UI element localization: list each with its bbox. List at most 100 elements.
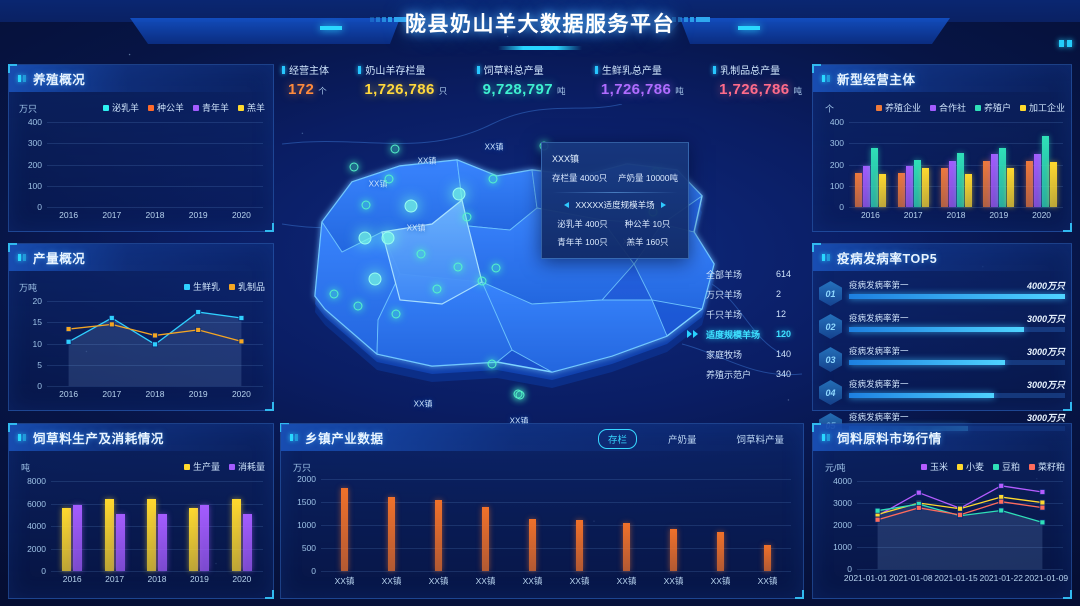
bar (73, 504, 83, 571)
map-marker[interactable] (515, 390, 525, 400)
bar (764, 544, 771, 571)
legend-label: 种公羊 (156, 103, 184, 113)
disease-rank-row[interactable]: 02 疫病发病率第一 3000万只 (813, 310, 1071, 341)
map-marker[interactable] (358, 231, 372, 245)
legend-item[interactable]: 种公羊 (147, 101, 184, 114)
grid-line: 300 (830, 138, 1063, 148)
metric-tab[interactable]: 产奶量 (667, 435, 697, 446)
chart-legend[interactable]: 养殖企业 合作社 养殖户 加工企业 (875, 101, 1065, 114)
map-marker[interactable] (384, 174, 394, 184)
map-marker[interactable] (353, 301, 363, 311)
tooltip-farm-selector[interactable]: XXXXX适度规模羊场 (552, 199, 678, 211)
legend-item[interactable]: 豆粕 (992, 460, 1020, 473)
chart-legend[interactable]: 生产量 消耗量 (183, 460, 265, 473)
kpi-value-row: 1,726,786 只 (358, 81, 447, 98)
chart-legend[interactable]: 泌乳羊 种公羊 青年羊 羔羊 (102, 101, 265, 114)
metric-tab[interactable]: 饲草料产量 (736, 435, 784, 446)
chart-legend[interactable]: 生鲜乳 乳制品 (183, 280, 265, 293)
legend-item[interactable]: 生鲜乳 (183, 280, 220, 293)
map-marker[interactable] (416, 249, 426, 259)
legend-color-swatch (183, 283, 190, 290)
panel-header: 疫病发病率TOP5 (813, 244, 1071, 271)
tooltip-breakdown: 泌乳羊 400只 种公羊 10只 青年羊 100只 羔羊 160只 (552, 218, 678, 248)
y-axis-tick: 500 (301, 543, 316, 553)
legend-item[interactable]: 消耗量 (228, 460, 265, 473)
x-axis-tick: XX镇 (616, 576, 637, 586)
x-axis-tick: 2021-01-09 (1024, 573, 1069, 583)
map-marker[interactable] (462, 212, 472, 222)
map-legend[interactable]: 全部羊场 614 万只羊场 2 千只羊场 12 适度规模羊场 120 家庭牧场 140 养殖示范户 3… (682, 264, 802, 384)
legend-item[interactable]: 羔羊 (237, 101, 265, 114)
legend-item[interactable]: 生产量 (183, 460, 220, 473)
legend-label: 羔羊 (246, 103, 265, 113)
y-axis-tick: 200 (27, 159, 42, 170)
legend-item[interactable]: 合作社 (929, 101, 966, 114)
disease-rank-row[interactable]: 04 疫病发病率第一 3000万只 (813, 376, 1071, 407)
map-marker[interactable] (391, 309, 401, 319)
legend-item[interactable]: 小麦 (956, 460, 984, 473)
legend-item[interactable]: 青年羊 (192, 101, 229, 114)
legend-item[interactable]: 玉米 (920, 460, 948, 473)
disease-value: 3000万只 (1026, 314, 1065, 324)
panel-header: 饲草料生产及消耗情况 (9, 424, 273, 451)
grid-line: 2000 (833, 520, 1063, 530)
kpi-label-row: 生鲜乳总产量 (594, 62, 684, 77)
bar (482, 506, 489, 571)
legend-item[interactable]: 乳制品 (228, 280, 265, 293)
legend-item[interactable]: 菜籽粕 (1028, 460, 1065, 473)
disease-rank-row[interactable]: 01 疫病发病率第一 4000万只 (813, 277, 1071, 308)
metric-tabs[interactable]: 存栏 产奶量 饲草料产量 (597, 429, 793, 449)
line-chart-svg (874, 482, 1046, 569)
map-region[interactable]: XX镇 XX镇 XX镇 XX镇 XX镇 XX镇 XX镇 XX镇 (282, 104, 802, 426)
grid-line: 400 (28, 117, 263, 127)
header-mark-icon (18, 75, 26, 82)
map-marker[interactable] (491, 263, 501, 273)
map-legend-row[interactable]: 养殖示范户 340 (682, 364, 802, 384)
map-marker[interactable] (390, 144, 400, 154)
y-axis-tick: 400 (829, 117, 844, 127)
map-marker[interactable] (477, 276, 487, 286)
map-legend-row[interactable]: 万只羊场 2 (682, 284, 802, 304)
grid-line: 2000 (297, 474, 791, 484)
map-marker[interactable] (329, 289, 339, 299)
map-marker[interactable] (368, 272, 382, 286)
map-marker-active[interactable] (452, 187, 466, 201)
plot-area: 0 1000 2000 3000 4000 (833, 476, 1063, 574)
map-legend-row[interactable]: 千只羊场 12 (682, 304, 802, 324)
disease-rank-row[interactable]: 03 疫病发病率第一 3000万只 (813, 343, 1071, 374)
map-marker[interactable] (361, 200, 371, 210)
map-marker[interactable] (487, 359, 497, 369)
next-arrow-icon[interactable] (660, 202, 666, 208)
kpi-item: 生鲜乳总产量 1,726,786 吨 (594, 62, 684, 104)
x-axis-tick: 2017 (903, 210, 923, 220)
bar (956, 153, 964, 207)
y-axis-unit: 个 (825, 104, 835, 114)
chart-legend[interactable]: 玉米 小麦 豆粕 菜籽粕 (920, 460, 1065, 473)
disease-name: 疫病发病率第一 (849, 346, 909, 356)
grid-line: 20 (33, 296, 263, 306)
legend-item[interactable]: 养殖户 (974, 101, 1011, 114)
panel-new-business-entities: 新型经营主体 个 养殖企业 合作社 养殖户 加工企业 0 100 200 300 400 20… (812, 64, 1072, 232)
kpi-strip: 经营主体 172 个奶山羊存栏量 1,726,786 只饲草料总产量 9,728,797 吨… (282, 62, 802, 104)
legend-item[interactable]: 泌乳羊 (102, 101, 139, 114)
map-marker[interactable] (488, 174, 498, 184)
map-marker[interactable] (404, 199, 418, 213)
map-legend-row[interactable]: 全部羊场 614 (682, 264, 802, 284)
prev-arrow-icon[interactable] (564, 202, 570, 208)
map-marker[interactable] (349, 162, 359, 172)
kpi-label-row: 奶山羊存栏量 (358, 62, 447, 77)
map-marker[interactable] (381, 231, 395, 245)
y-axis-tick: 3000 (833, 498, 852, 508)
map-legend-name: 适度规模羊场 (706, 329, 761, 340)
map-marker[interactable] (432, 284, 442, 294)
bar (388, 497, 395, 571)
map-marker[interactable] (453, 262, 463, 272)
metric-tab[interactable]: 存栏 (597, 429, 637, 449)
map-legend-row[interactable]: 家庭牧场 140 (682, 344, 802, 364)
bar (62, 508, 72, 571)
grid-line: 200 (830, 160, 1063, 170)
grid-line: 0 (847, 564, 1063, 574)
legend-item[interactable]: 养殖企业 (875, 101, 921, 114)
legend-item[interactable]: 加工企业 (1019, 101, 1065, 114)
map-legend-row[interactable]: 适度规模羊场 120 (682, 324, 802, 344)
